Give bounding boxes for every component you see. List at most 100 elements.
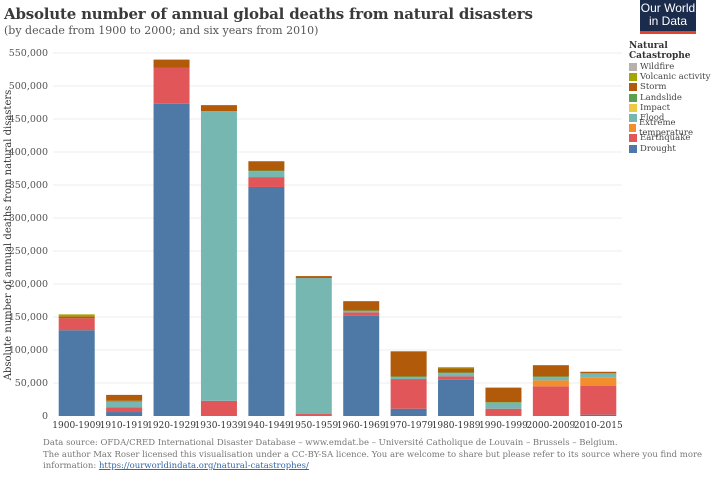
bar-segment [580, 414, 617, 416]
logo-line-2: in Data [648, 14, 688, 28]
owid-logo[interactable]: Our World in Data [640, 0, 696, 34]
y-tick-label: 150,000 [9, 312, 48, 323]
footer-info-prefix: information: [43, 461, 99, 471]
bar-segment [390, 408, 427, 416]
bar-segment [248, 186, 285, 416]
x-tick-label: 1940-1949 [242, 421, 291, 431]
x-tick-label: 1920-1929 [147, 421, 196, 431]
bar-segment [390, 377, 427, 380]
x-tick-label: 1980-1989 [432, 421, 481, 431]
legend-label: Drought [640, 143, 676, 154]
source-link[interactable]: https://ourworldindata.org/natural-catas… [98, 461, 309, 471]
legend-item[interactable]: Landslide [629, 93, 720, 103]
legend-swatch [629, 93, 637, 102]
bar-segment [295, 414, 332, 416]
bar-segment [532, 377, 569, 381]
bar-segment [106, 394, 143, 401]
legend-label: Earthquake [640, 133, 691, 144]
bar-segment [343, 312, 380, 316]
bar-segment [295, 276, 332, 279]
legend-item[interactable]: Extreme temperature [629, 118, 720, 138]
legend-item[interactable]: Storm [629, 82, 720, 92]
bar-segment [438, 372, 475, 374]
y-tick-label: 300,000 [9, 213, 48, 224]
legend-swatch [629, 134, 637, 143]
y-tick-label: 350,000 [9, 180, 48, 191]
legend-item[interactable]: Impact [629, 103, 720, 113]
legend-item[interactable]: Flood [629, 113, 720, 123]
legend-item[interactable]: Earthquake [629, 133, 720, 143]
bar-segment [438, 379, 475, 416]
legend-swatch [629, 114, 637, 123]
bar-segment [532, 365, 569, 377]
legend-swatch [629, 103, 637, 112]
bar-segment [200, 111, 237, 401]
x-tick-label: 1960-1969 [337, 421, 386, 431]
legend-item[interactable]: Wildfire [629, 62, 720, 72]
legend-label: Landslide [640, 92, 682, 103]
legend-swatch [629, 73, 637, 82]
y-axis-label: Absolute number of annual deaths from na… [3, 90, 14, 382]
y-tick-label: 0 [42, 411, 48, 422]
y-tick-label: 450,000 [9, 114, 48, 125]
y-tick-label: 550,000 [9, 48, 48, 59]
bar-segment [58, 316, 95, 319]
bar-segment [58, 330, 95, 416]
bar-segment [343, 311, 380, 313]
bar-segment [438, 367, 475, 369]
footer: Data source: OFDA/CRED International Dis… [43, 438, 702, 473]
legend-label: Storm [640, 82, 667, 93]
bar-segment [438, 373, 475, 377]
bar-segment [580, 371, 617, 374]
bar-segment [580, 373, 617, 378]
x-tick-label: 2010-2015 [574, 421, 623, 431]
bar-segment [200, 105, 237, 112]
bar-segment [485, 387, 522, 403]
y-tick-label: 100,000 [9, 345, 48, 356]
legend-swatch [629, 124, 636, 133]
x-tick-label: 1950-1959 [289, 421, 338, 431]
bar-segment [295, 278, 332, 415]
y-tick-label: 500,000 [9, 81, 48, 92]
bar-segment [390, 351, 427, 377]
bar-segment [485, 402, 522, 403]
bar-segment [106, 401, 143, 408]
legend-swatch [629, 144, 637, 153]
legend-label: Impact [640, 102, 671, 113]
legend: Natural Catastrophe Wildfire Volcanic act… [629, 41, 720, 154]
y-tick-label: 50,000 [15, 378, 48, 389]
bar-segment [532, 376, 569, 378]
legend-label: Flood [640, 113, 665, 124]
bar-segment [485, 402, 522, 409]
logo-line-1: Our World [640, 1, 696, 15]
legend-swatch [629, 83, 637, 92]
bar-segment [153, 67, 190, 104]
bar-segment [200, 400, 237, 416]
legend-label: Volcanic activity [640, 72, 711, 83]
bar-segment [438, 368, 475, 373]
legend-item[interactable]: Volcanic activity [629, 72, 720, 82]
y-tick-label: 200,000 [9, 279, 48, 290]
x-tick-label: 2000-2009 [526, 421, 575, 431]
bar-segment [153, 59, 190, 68]
legend-item[interactable]: Drought [629, 144, 720, 154]
bar-segment [343, 301, 380, 311]
bar-segment [248, 171, 285, 178]
footer-source: Data source: OFDA/CRED International Dis… [43, 438, 618, 448]
x-tick-label: 1910-1919 [100, 421, 149, 431]
chart-subtitle: (by decade from 1900 to 2000; and six ye… [4, 24, 319, 37]
chart-title: Absolute number of annual global deaths … [4, 5, 533, 23]
bar-segment [532, 380, 569, 387]
bar-segment [58, 318, 95, 331]
y-tick-label: 250,000 [9, 246, 48, 257]
x-tick-label: 1900-1909 [52, 421, 101, 431]
bar-segment [248, 177, 285, 187]
legend-label: Wildfire [640, 62, 675, 73]
bar-segment [580, 373, 617, 374]
bar-segment [390, 376, 427, 378]
y-tick-label: 400,000 [9, 147, 48, 158]
x-tick-label: 1970-1979 [384, 421, 433, 431]
bar-segment [106, 412, 143, 416]
bar-segment [485, 408, 522, 416]
